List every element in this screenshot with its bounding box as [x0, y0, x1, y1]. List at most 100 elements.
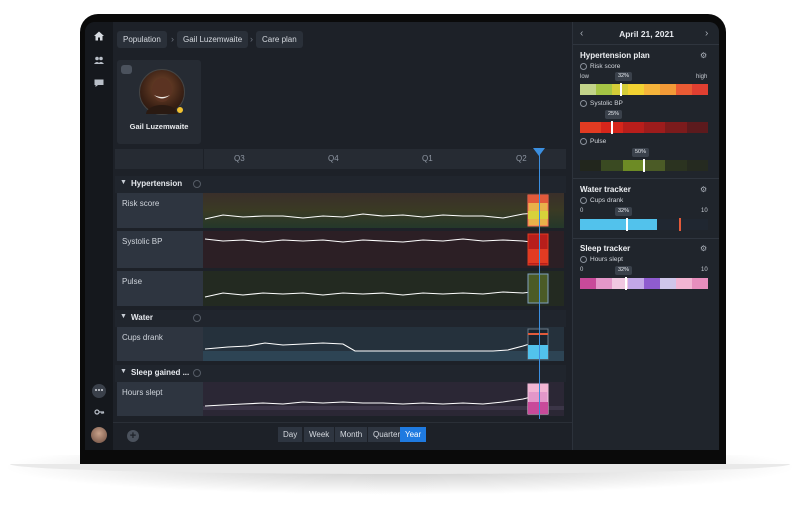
systolic-bp-label: Systolic BP — [580, 100, 623, 107]
group-title: Water — [131, 313, 153, 322]
bar-segment — [692, 278, 708, 289]
pulse-bar — [580, 160, 708, 171]
info-icon[interactable] — [193, 314, 201, 322]
gear-icon[interactable]: ⚙ — [700, 244, 708, 253]
app-screen: Population › Gail Luzemwaite › Care plan… — [85, 22, 719, 450]
playhead-handle[interactable] — [533, 148, 545, 156]
bar-segment — [580, 160, 602, 171]
breadcrumb: Population › Gail Luzemwaite › Care plan — [113, 22, 572, 54]
user-avatar[interactable] — [91, 427, 107, 443]
chat-icon[interactable] — [92, 77, 106, 91]
water-min-label: 0 — [580, 208, 584, 214]
bar-segment — [631, 219, 657, 230]
main-panel: Population › Gail Luzemwaite › Care plan… — [113, 22, 572, 450]
caret-down-icon[interactable]: ▼ — [120, 313, 127, 320]
patient-name: Gail Luzemwaite — [129, 122, 189, 131]
zoom-week-button[interactable]: Week — [304, 427, 335, 442]
status-dot — [176, 106, 184, 114]
gear-icon[interactable]: ⚙ — [700, 185, 708, 194]
bar-segment — [665, 160, 687, 171]
breadcrumb-population[interactable]: Population — [117, 31, 167, 48]
info-icon[interactable] — [193, 369, 201, 377]
risk-score-label: Risk score — [580, 63, 620, 70]
bar-segment — [665, 122, 687, 133]
water-bar — [580, 219, 708, 230]
bar-segment — [612, 278, 628, 289]
pulse-marker — [643, 159, 645, 172]
bar-segment — [580, 278, 596, 289]
caret-down-icon[interactable]: ▼ — [120, 179, 127, 186]
group-water[interactable]: ▼ Water — [115, 310, 566, 327]
row-label-hours-slept[interactable]: Hours slept — [117, 382, 203, 416]
bar-segment — [682, 219, 708, 230]
timeline-header: Q3 Q4 Q1 Q2 — [115, 149, 566, 169]
bar-segment — [596, 84, 612, 95]
group-sleep[interactable]: ▼ Sleep gained ... — [115, 365, 566, 382]
zoom-day-button[interactable]: Day — [278, 427, 303, 442]
bar-segment — [676, 84, 692, 95]
group-hypertension[interactable]: ▼ Hypertension — [115, 176, 566, 193]
caret-down-icon[interactable]: ▼ — [120, 368, 127, 375]
bar-segment — [601, 160, 623, 171]
water-marker — [626, 218, 629, 231]
pulse-value: 50% — [632, 148, 650, 157]
add-button[interactable]: + — [127, 430, 139, 442]
zoom-year-button[interactable]: Year — [400, 427, 427, 442]
bar-segment — [643, 160, 666, 171]
device-base — [10, 464, 790, 474]
systolic-value: 25% — [605, 110, 623, 119]
sleep-max-label: 10 — [701, 267, 708, 273]
zoom-month-button[interactable]: Month — [335, 427, 368, 442]
group-title: Sleep gained ... — [131, 368, 190, 377]
systolic-bp-bar — [580, 122, 708, 133]
bar-segment — [580, 84, 596, 95]
nav-rail — [85, 22, 113, 450]
group-title: Hypertension — [131, 179, 183, 188]
home-icon[interactable] — [92, 30, 106, 44]
zoom-quarter-button[interactable]: Quarter — [368, 427, 406, 442]
sleep-bar — [580, 278, 708, 289]
bar-segment — [692, 84, 708, 95]
breadcrumb-patient[interactable]: Gail Luzemwaite — [177, 31, 249, 48]
bar-segment — [622, 122, 644, 133]
hours-slept-label: Hours slept — [580, 256, 623, 263]
systolic-bp-chart — [203, 231, 564, 268]
row-label-risk-score[interactable]: Risk score — [117, 193, 203, 228]
chevron-right-icon[interactable]: › — [705, 28, 709, 39]
info-icon[interactable] — [193, 180, 201, 188]
bar-segment — [660, 278, 676, 289]
chevron-left-icon[interactable]: ‹ — [580, 28, 584, 39]
bar-segment — [644, 278, 660, 289]
breadcrumb-care-plan[interactable]: Care plan — [256, 31, 303, 48]
bar-segment — [644, 84, 660, 95]
info-icon — [580, 197, 587, 204]
key-icon[interactable] — [92, 406, 106, 420]
bar-segment — [605, 219, 632, 230]
risk-score-bar — [580, 84, 708, 95]
quarter-label: Q3 — [234, 154, 245, 163]
hypertension-plan-title: Hypertension plan — [580, 51, 650, 60]
water-max-label: 10 — [701, 208, 708, 214]
message-icon[interactable] — [121, 65, 132, 74]
bar-segment — [596, 278, 612, 289]
gear-icon[interactable]: ⚙ — [700, 51, 708, 60]
water-value: 32% — [615, 207, 633, 216]
chevron-right-icon: › — [171, 34, 174, 44]
row-label-pulse[interactable]: Pulse — [117, 271, 203, 306]
hours-slept-chart — [203, 382, 564, 416]
chevron-right-icon: › — [250, 34, 253, 44]
info-icon — [580, 138, 587, 145]
pulse-chart — [203, 271, 564, 306]
risk-low-label: low — [580, 74, 590, 80]
row-label-systolic-bp[interactable]: Systolic BP — [117, 231, 203, 268]
risk-score-marker — [619, 83, 622, 96]
people-icon[interactable] — [92, 54, 106, 68]
risk-value: 32% — [615, 72, 633, 81]
bottom-toolbar: + Day Week Month Quarter Year — [113, 422, 572, 450]
more-icon[interactable] — [92, 384, 106, 398]
panel-date: April 21, 2021 — [619, 29, 674, 39]
row-label-cups-drank[interactable]: Cups drank — [117, 327, 203, 361]
patient-card[interactable]: Gail Luzemwaite — [117, 60, 201, 144]
quarter-label: Q1 — [422, 154, 433, 163]
timeline-playhead[interactable] — [539, 149, 540, 419]
